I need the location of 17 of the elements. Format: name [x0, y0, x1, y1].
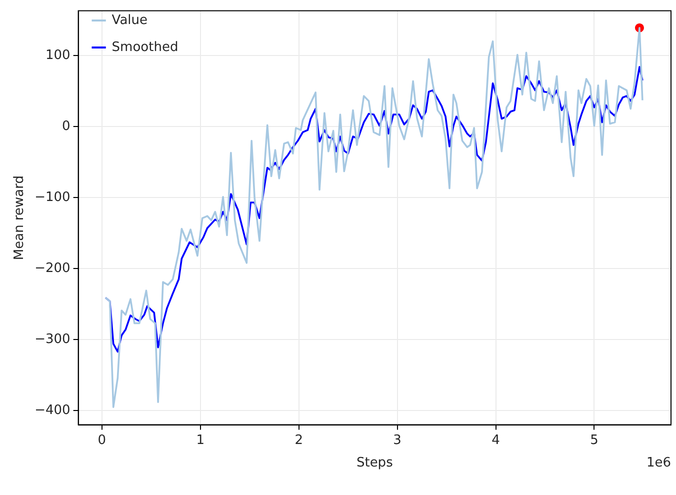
x-tick-label: 0 — [98, 432, 106, 448]
y-tick-label: 100 — [45, 48, 70, 63]
x-tick-label: 4 — [492, 432, 500, 448]
legend-label: Smoothed — [112, 40, 178, 55]
text: 1e6 — [646, 456, 671, 471]
y-tick-label: −400 — [34, 402, 70, 418]
y-tick-label: 0 — [62, 118, 70, 134]
x-tick-label: 2 — [294, 432, 303, 448]
y-axis-title: Mean reward — [12, 176, 28, 260]
y-tick-label: −200 — [34, 260, 70, 276]
x-tick-label: 1 — [196, 432, 205, 448]
y-tick-label: −300 — [34, 332, 70, 347]
legend-label: Value — [112, 12, 148, 28]
x-axis-title: Steps — [356, 456, 394, 471]
x-tick-label: 5 — [590, 432, 598, 448]
x-tick-label: 3 — [393, 432, 402, 448]
y-tick-label: −100 — [34, 190, 70, 205]
